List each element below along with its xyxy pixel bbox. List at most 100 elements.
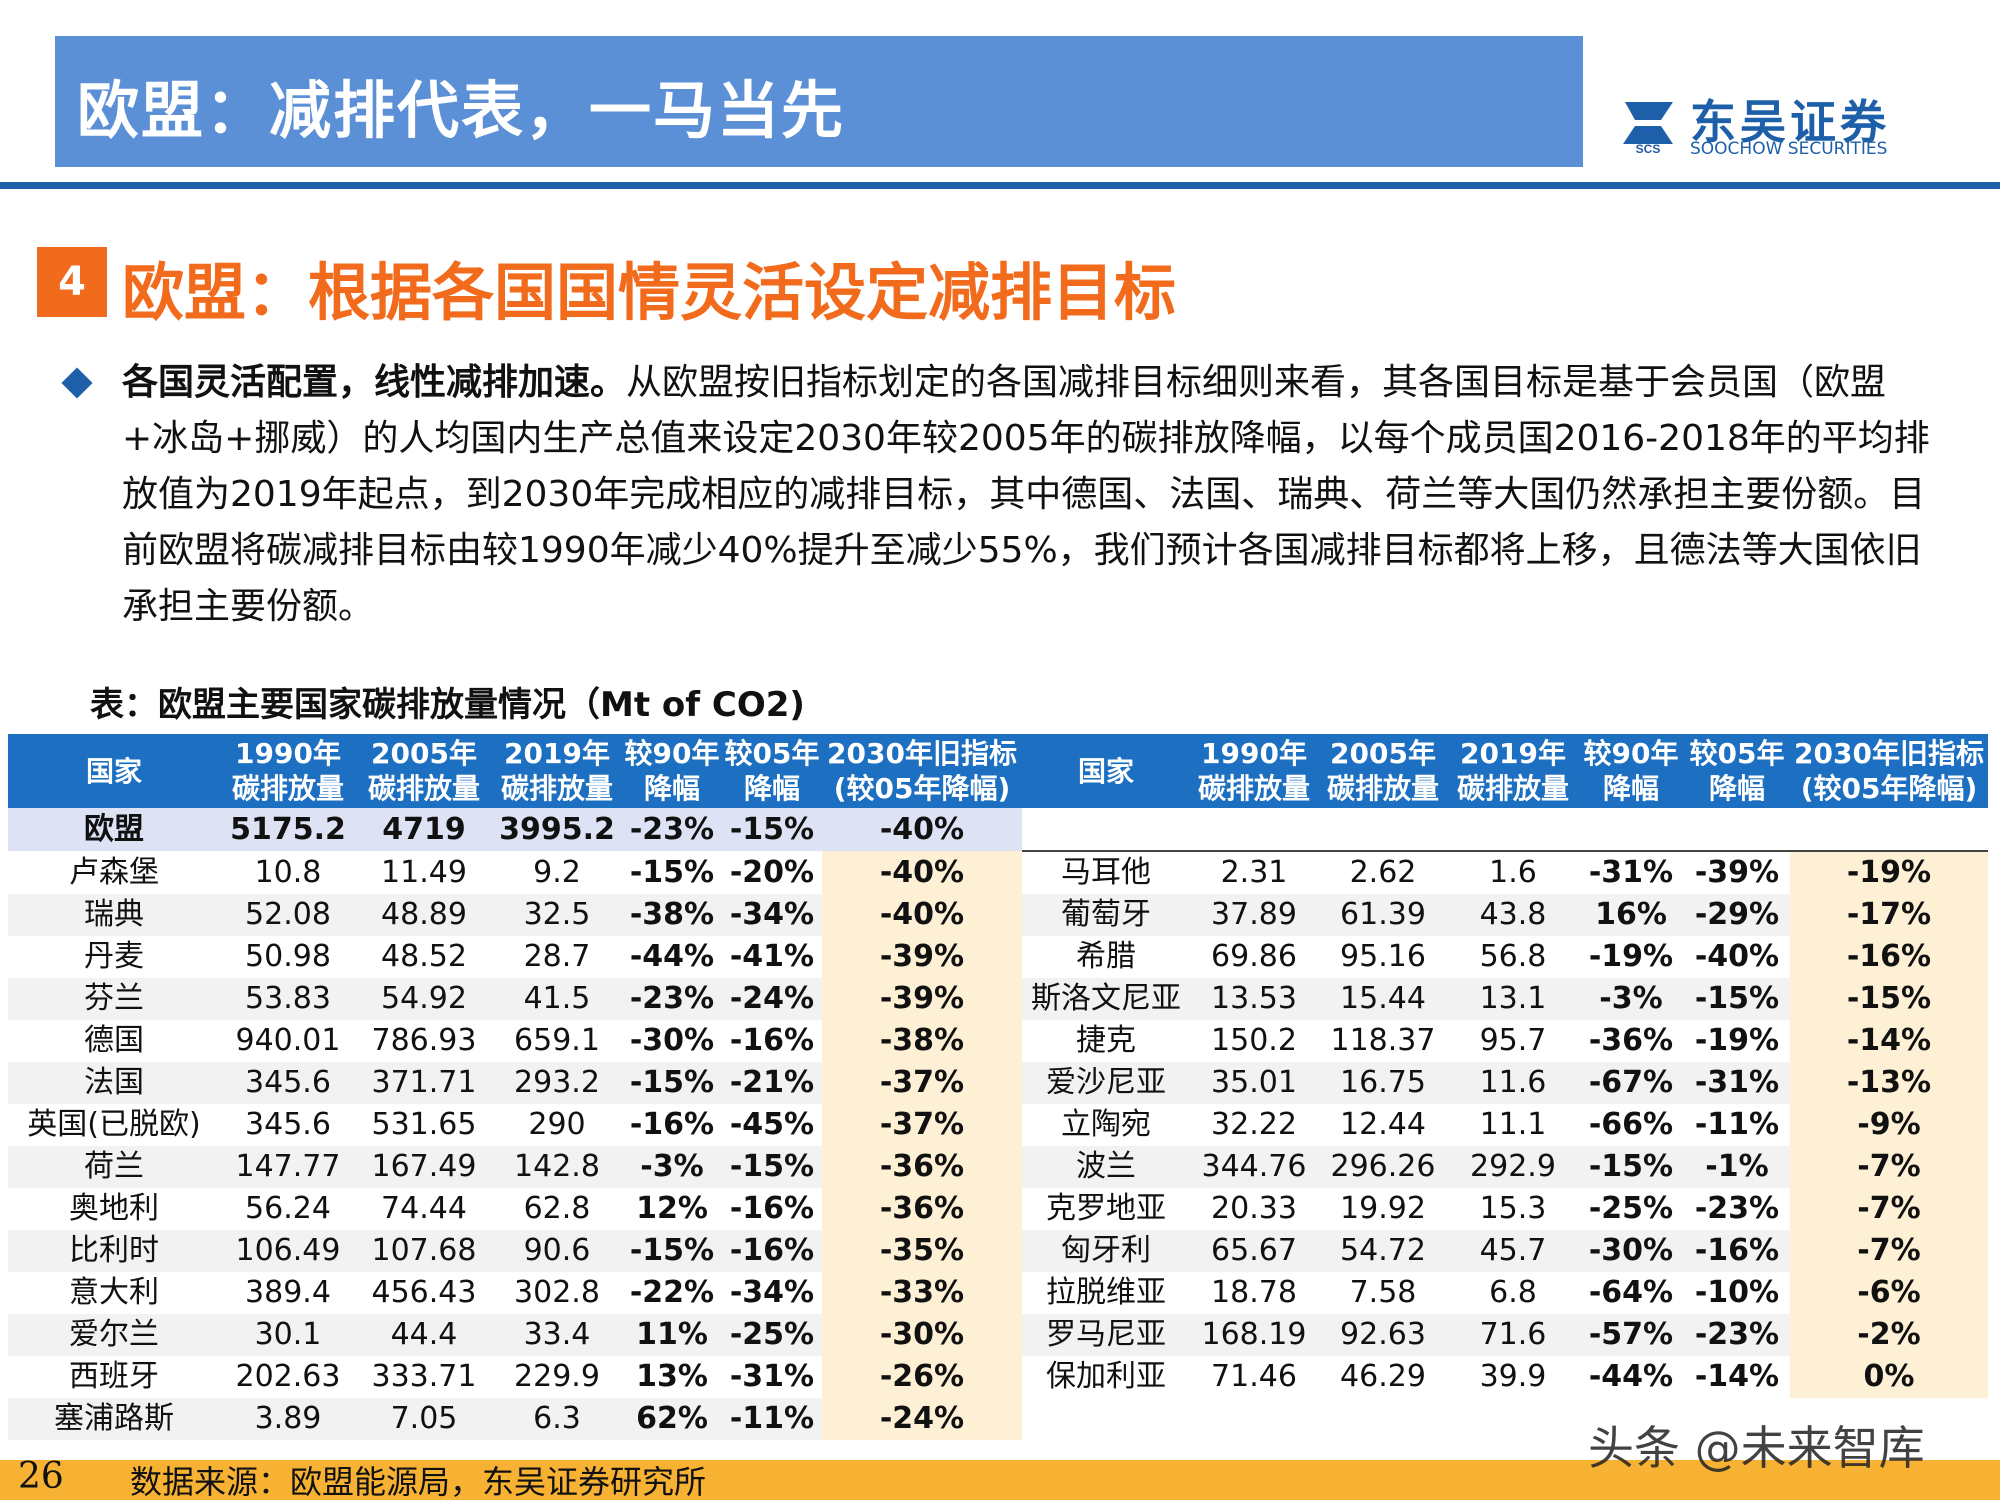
column-header: 2005年 碳排放量 bbox=[356, 734, 492, 808]
table-cell: -31% bbox=[1684, 1062, 1790, 1104]
table-cell: 53.83 bbox=[220, 978, 356, 1020]
country-cell: 法国 bbox=[8, 1062, 220, 1104]
table-cell: -25% bbox=[722, 1314, 822, 1356]
table-cell: 107.68 bbox=[356, 1230, 492, 1272]
country-cell: 塞浦路斯 bbox=[8, 1398, 220, 1440]
logo-subtitle: SOOCHOW SECURITIES bbox=[1690, 139, 1888, 159]
table-cell: -9% bbox=[1790, 1104, 1988, 1146]
table-cell: 54.72 bbox=[1318, 1230, 1448, 1272]
column-header-line: 1990年 bbox=[1201, 737, 1307, 770]
table-cell: -17% bbox=[1790, 894, 1988, 936]
table-cell: 35.01 bbox=[1190, 1062, 1318, 1104]
paragraph-lead: 各国灵活配置，线性减排加速。 bbox=[122, 362, 627, 403]
table-cell: 44.4 bbox=[356, 1314, 492, 1356]
table-cell-empty bbox=[1318, 1398, 1448, 1440]
country-cell: 希腊 bbox=[1076, 939, 1136, 974]
column-header: 较90年 降幅 bbox=[622, 734, 722, 808]
table-cell: 30.1 bbox=[220, 1314, 356, 1356]
logo-name: 东吴证券 bbox=[1690, 95, 1890, 149]
table-cell: 940.01 bbox=[235, 1023, 341, 1058]
column-header-line: 2019年 bbox=[1460, 737, 1566, 770]
table-cell: 2.31 bbox=[1220, 855, 1288, 890]
table-row: 西班牙 202.63 333.71 229.9 13% -31% -26% 保加利亚 71.46… bbox=[8, 1356, 1988, 1398]
table-cell: 20.33 bbox=[1211, 1191, 1297, 1226]
table-cell: 12.44 bbox=[1340, 1107, 1426, 1142]
table-row: 德国 940.01 786.93 659.1 -30% -16% -38% 捷克 150.2 11… bbox=[8, 1020, 1988, 1062]
table-cell: -31% bbox=[1588, 855, 1674, 890]
table-cell: -16% bbox=[629, 1107, 715, 1142]
table-cell: 1.6 bbox=[1489, 855, 1537, 890]
column-header-line: 降幅 bbox=[643, 772, 700, 805]
column-header-line: 降幅 bbox=[1708, 772, 1765, 805]
table-cell: 95.16 bbox=[1340, 939, 1426, 974]
country-cell: 爱沙尼亚 bbox=[1022, 1062, 1190, 1104]
table-cell: -66% bbox=[1588, 1107, 1674, 1142]
table-cell: 4719 bbox=[356, 808, 492, 851]
table-cell: -45% bbox=[729, 1107, 815, 1142]
table-cell: -30% bbox=[629, 1023, 715, 1058]
company-logo: SCS 东吴证券 SOOCHOW SECURITIES bbox=[1615, 92, 1995, 162]
table-cell: 167.49 bbox=[356, 1146, 492, 1188]
table-cell: -39% bbox=[822, 978, 1022, 1020]
country-cell: 立陶宛 bbox=[1061, 1107, 1151, 1142]
table-cell: 18.78 bbox=[1211, 1275, 1297, 1310]
column-header: 2030年旧指标 (较05年降幅) bbox=[1790, 734, 1988, 808]
table-row: 荷兰 147.77 167.49 142.8 -3% -15% -36% 波兰 344.76 29… bbox=[8, 1146, 1988, 1188]
table-cell: 12% bbox=[636, 1191, 708, 1226]
table-caption: 表：欧盟主要国家碳排放量情况（Mt of CO2) bbox=[90, 685, 805, 725]
table-cell: 65.67 bbox=[1190, 1230, 1318, 1272]
column-header: 较90年 降幅 bbox=[1578, 734, 1684, 808]
table-cell: 371.71 bbox=[356, 1062, 492, 1104]
table-cell: 293.2 bbox=[492, 1062, 622, 1104]
table-row-eu: 欧盟 5175.2 4719 3995.2 -23% -15% -40% bbox=[8, 808, 1988, 852]
table-cell: 11.6 bbox=[1448, 1062, 1578, 1104]
table-cell: -15% bbox=[1684, 978, 1790, 1020]
table-cell: -24% bbox=[722, 978, 822, 1020]
column-header: 1990年 碳排放量 bbox=[220, 734, 356, 808]
table-cell-empty bbox=[1190, 808, 1318, 852]
table-cell: 90.6 bbox=[492, 1230, 622, 1272]
country-cell: 卢森堡 bbox=[69, 854, 159, 890]
column-header-line: 碳排放量 bbox=[1326, 772, 1439, 805]
column-header: 国家 bbox=[1022, 734, 1190, 808]
table-cell: -7% bbox=[1790, 1230, 1988, 1272]
country-cell: 葡萄牙 bbox=[1022, 894, 1190, 936]
country-cell: 波兰 bbox=[1022, 1146, 1190, 1188]
table-cell: -21% bbox=[722, 1062, 822, 1104]
table-cell: -6% bbox=[1790, 1272, 1988, 1314]
table-cell: 13.1 bbox=[1448, 978, 1578, 1020]
table-cell: -33% bbox=[822, 1272, 1022, 1314]
table-cell: 292.9 bbox=[1448, 1146, 1578, 1188]
table-cell: -15% bbox=[1578, 1146, 1684, 1188]
table-row: 瑞典 52.08 48.89 32.5 -38% -34% -40% 葡萄牙 37.89 61.3… bbox=[8, 894, 1988, 936]
country-cell: 芬兰 bbox=[8, 978, 220, 1020]
table-cell: 56.8 bbox=[1479, 939, 1547, 974]
table-cell: -11% bbox=[1694, 1107, 1780, 1142]
column-header-line: 碳排放量 bbox=[367, 772, 480, 805]
table-cell: -19% bbox=[1694, 1023, 1780, 1058]
table-cell: 150.2 bbox=[1211, 1023, 1297, 1058]
table-cell: 229.9 bbox=[514, 1359, 600, 1394]
scs-logo-icon: SCS bbox=[1623, 102, 1673, 154]
country-cell: 荷兰 bbox=[8, 1146, 220, 1188]
table-cell: 28.7 bbox=[523, 939, 591, 974]
table-cell: -10% bbox=[1694, 1275, 1780, 1310]
table-header-row: 国家 1990年 碳排放量 2005年 碳排放量 2019年 碳排放量 较90年 降幅 较05年降… bbox=[8, 734, 1988, 808]
footer-bar bbox=[0, 1460, 2000, 1500]
table-cell: 13% bbox=[636, 1359, 708, 1394]
section-title: 欧盟：根据各国国情灵活设定减排目标 bbox=[122, 256, 1177, 329]
column-header-line: 较90年 bbox=[1583, 737, 1679, 770]
country-cell: 马耳他 bbox=[1061, 855, 1151, 890]
table-cell: 48.89 bbox=[356, 894, 492, 936]
table-cell: 13.53 bbox=[1190, 978, 1318, 1020]
country-cell: 比利时 bbox=[8, 1230, 220, 1272]
table-cell: 56.24 bbox=[245, 1191, 331, 1226]
table-cell: 142.8 bbox=[492, 1146, 622, 1188]
table-cell: -15% bbox=[629, 854, 715, 890]
table-cell: -20% bbox=[729, 854, 815, 890]
table-row: 比利时 106.49 107.68 90.6 -15% -16% -35% 匈牙利 65.67 5… bbox=[8, 1230, 1988, 1272]
table-cell: -1% bbox=[1684, 1146, 1790, 1188]
column-header: 1990年 碳排放量 bbox=[1190, 734, 1318, 808]
table-cell: -16% bbox=[722, 1230, 822, 1272]
table-cell: 7.05 bbox=[356, 1398, 492, 1440]
